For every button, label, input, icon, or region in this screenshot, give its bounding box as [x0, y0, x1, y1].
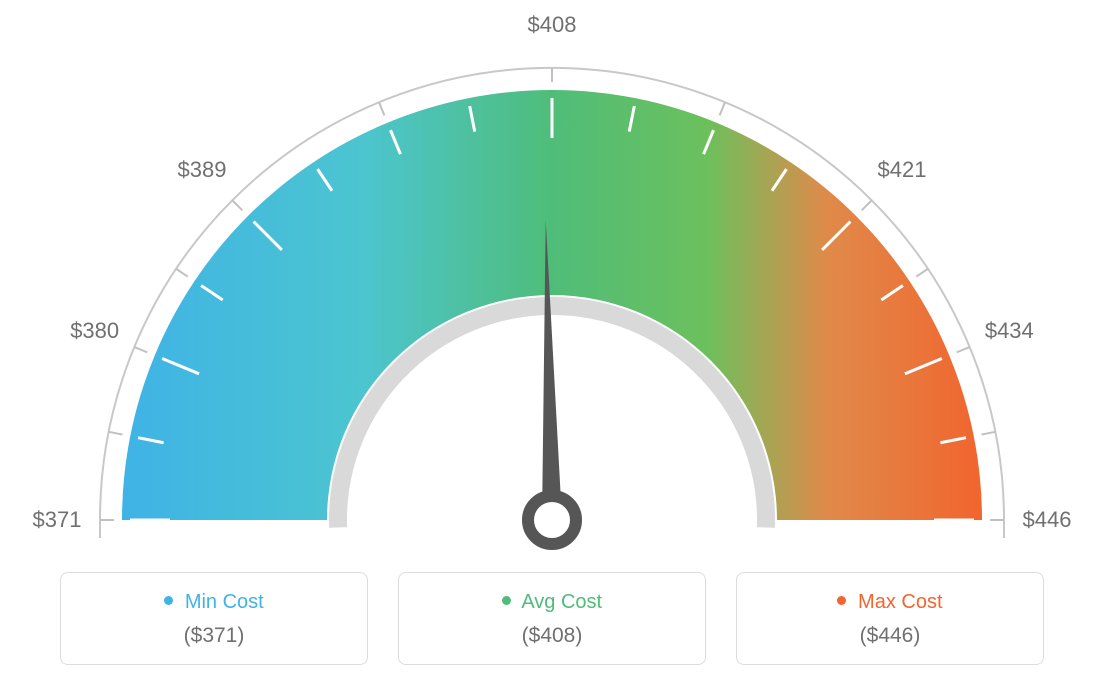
dot-icon	[837, 596, 846, 605]
legend-row: Min Cost ($371) Avg Cost ($408) Max Cost…	[60, 572, 1044, 665]
legend-value-min: ($371)	[71, 624, 357, 648]
gauge-tick-label: $421	[878, 157, 927, 183]
legend-label-avg: Avg Cost	[521, 591, 602, 613]
dot-icon	[164, 596, 173, 605]
legend-label-max: Max Cost	[858, 591, 942, 613]
legend-title-max: Max Cost	[747, 591, 1033, 614]
gauge-tick-label: $408	[528, 12, 577, 38]
legend-value-max: ($446)	[747, 624, 1033, 648]
gauge-tick-label: $380	[70, 318, 119, 344]
gauge-svg	[0, 0, 1104, 580]
gauge-tick-label: $446	[1023, 507, 1072, 533]
legend-title-min: Min Cost	[71, 591, 357, 614]
gauge-tick-label: $389	[177, 157, 226, 183]
gauge-tick-label: $434	[985, 318, 1034, 344]
legend-card-max: Max Cost ($446)	[736, 572, 1044, 665]
gauge-area: $371 $380 $389 $408 $421 $434 $446	[0, 0, 1104, 560]
dot-icon	[502, 596, 511, 605]
legend-title-avg: Avg Cost	[409, 591, 695, 614]
legend-card-min: Min Cost ($371)	[60, 572, 368, 665]
legend-value-avg: ($408)	[409, 624, 695, 648]
legend-label-min: Min Cost	[185, 591, 264, 613]
cost-gauge-widget: $371 $380 $389 $408 $421 $434 $446 Min Cost ($…	[0, 0, 1104, 690]
gauge-tick-label: $371	[33, 507, 82, 533]
legend-card-avg: Avg Cost ($408)	[398, 572, 706, 665]
